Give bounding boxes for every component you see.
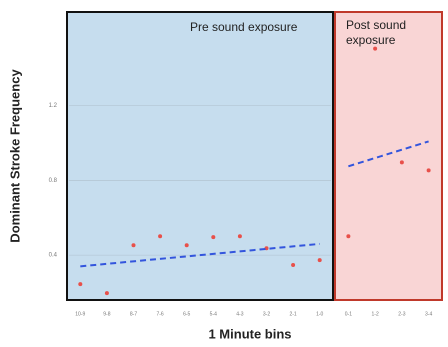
x-tick-label: 5-4 [210,311,217,317]
trend-line [80,242,320,268]
panel [66,11,334,301]
point [373,46,378,51]
y-tick-label: 0.4 [49,253,58,259]
point [78,282,83,287]
point [291,263,296,268]
x-tick-label: 8-7 [130,311,137,317]
x-tick-label: 6-5 [183,311,190,317]
x-tick-label: 3-4 [425,311,432,317]
y-tick-label: 1.2 [49,103,58,109]
x-tick-label: 1-2 [372,311,379,317]
x-tick-label: 2-3 [398,311,405,317]
point [184,243,189,248]
x-tick-label: 10-9 [75,311,85,317]
x-tick-label: 2-1 [289,311,296,317]
trend-line [348,140,429,168]
point [211,235,216,240]
point [426,168,431,173]
panel [334,11,443,301]
x-tick-label: 1-0 [316,311,323,317]
point [317,258,322,263]
point [346,234,351,239]
point [399,160,404,165]
y-tick-label: 0.8 [49,178,58,184]
annotation: Pre sound exposure [190,20,298,34]
x-axis-label: 1 Minute bins [208,326,291,341]
x-tick-label: 9-8 [103,311,110,317]
point [104,291,109,296]
point [131,243,136,248]
x-tick-label: 4-3 [236,311,243,317]
x-tick-label: 3-2 [263,311,270,317]
x-tick-label: 0-1 [345,311,352,317]
y-axis-label: Dominant Stroke Frequency [7,69,22,243]
x-tick-label: 7-6 [156,311,163,317]
point [237,234,242,239]
annotation: Post sound exposure [346,18,407,47]
point [158,234,163,239]
